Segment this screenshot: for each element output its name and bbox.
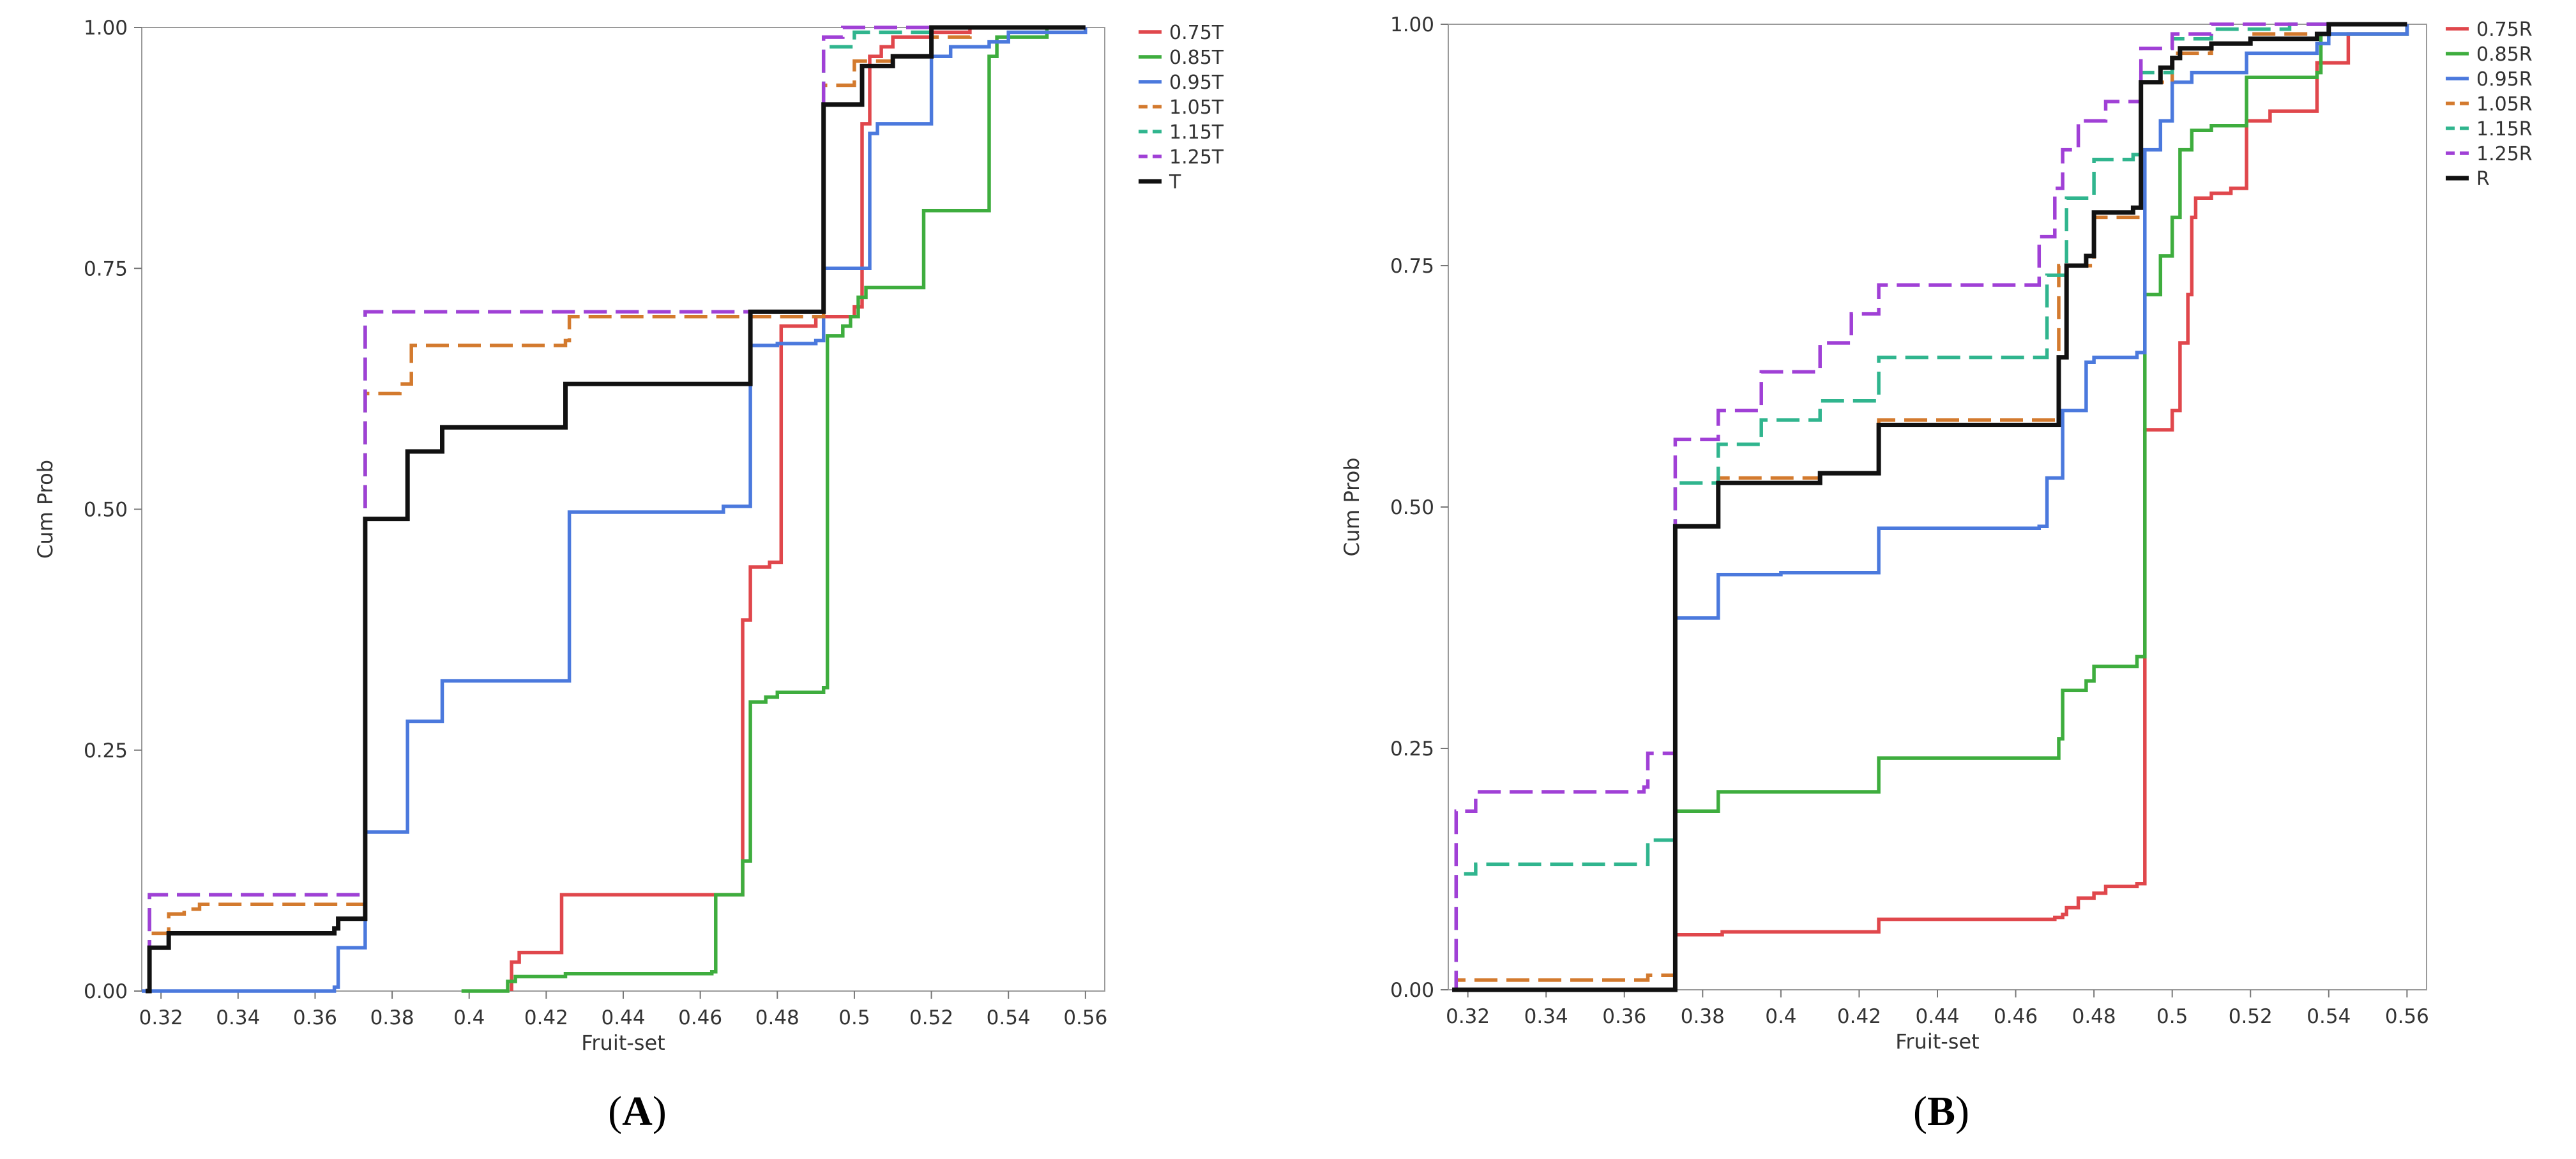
legend-label: 0.95R [2476,68,2533,91]
x-tick-label: 0.54 [987,1006,1031,1029]
y-tick-label: 0.00 [84,980,128,1003]
x-tick-label: 0.38 [370,1006,414,1029]
x-tick-label: 0.4 [1765,1005,1796,1028]
chart-panel-a: 0.32 0.34 0.36 0.38 0.4 0.42 0.44 0.46 0.48 0.5 0.… [33,17,1224,1135]
x-tick-label: 0.42 [1837,1005,1881,1028]
series-line-0-85r [1671,24,2409,992]
x-axis-title: Fruit-set [581,1031,665,1055]
x-tick-label: 0.56 [1063,1006,1107,1029]
panel-label-close: ) [1955,1088,1969,1135]
x-tick-label: 0.34 [216,1006,260,1029]
legend-label: 0.85T [1169,47,1224,69]
legend-label: 1.25R [2476,143,2533,165]
y-tick-label: 0.25 [84,739,128,762]
x-axis-title: Fruit-set [1895,1029,1979,1054]
series-line-1-05r [1452,22,2407,992]
series-line-1-15r [1452,22,2407,992]
legend-label: 0.75R [2476,19,2533,41]
legend-label: 0.95T [1169,72,1224,94]
panel-label-close: ) [653,1088,667,1135]
legend-label: 1.25T [1169,146,1224,169]
x-tick-label: 0.46 [1994,1005,2038,1028]
x-tick-label: 0.5 [838,1006,870,1029]
panel-label: (B) [1913,1088,1969,1135]
legend-label: 1.15R [2476,118,2533,140]
series-group [1452,22,2409,992]
x-tick-label: 0.48 [755,1006,799,1029]
panel-label-letter: A [622,1088,653,1135]
chart-panel-b: 0.32 0.34 0.36 0.38 0.4 0.42 0.44 0.46 0.48 0.5 0.… [1340,13,2533,1135]
legend-label: 1.05T [1169,96,1224,119]
y-tick-label: 0.00 [1390,979,1434,1002]
x-tick-label: 0.36 [1602,1005,1646,1028]
y-tick-label: 0.50 [84,499,128,522]
x-tick-label: 0.36 [293,1006,337,1029]
panel-label-open: ( [608,1088,622,1135]
x-tick-label: 0.34 [1524,1005,1568,1028]
panel-label: (A) [608,1088,667,1135]
x-tick-label: 0.5 [2156,1005,2188,1028]
y-axis-title: Cum Prob [33,460,57,559]
series-line-1-25r [1452,22,2407,992]
x-tick-label: 0.32 [139,1006,183,1029]
x-tick-label: 0.38 [1681,1005,1725,1028]
x-tick-label: 0.32 [1446,1005,1490,1028]
series-line-0-85t [461,26,1086,993]
legend-label: 1.05R [2476,93,2533,116]
x-tick-label: 0.52 [909,1006,953,1029]
x-tick-label: 0.56 [2385,1005,2429,1028]
x-tick-label: 0.52 [2229,1005,2273,1028]
series-line-0-95r [1671,24,2409,992]
x-tick-label: 0.54 [2307,1005,2351,1028]
series-line-t [146,25,1086,994]
y-tick-label: 0.75 [84,257,128,280]
x-tick-label: 0.42 [524,1006,568,1029]
legend-label: 0.85R [2476,43,2533,66]
y-tick-label: 0.75 [1390,255,1434,278]
x-tick-label: 0.44 [1915,1005,1959,1028]
series-line-1-25t [146,26,1086,993]
plot-frame [1448,24,2427,990]
series-line-0-75r [1671,24,2409,992]
panel-label-letter: B [1927,1088,1955,1135]
series-line-0-75t [510,26,1086,991]
x-tick-label: 0.4 [453,1006,485,1029]
legend-label: T [1169,171,1181,193]
series-line-0-95t [142,27,1087,993]
x-tick-label: 0.46 [678,1006,722,1029]
series-line-1-15t [146,26,1086,993]
y-tick-label: 0.25 [1390,738,1434,761]
series-line-r [1452,22,2407,992]
x-tick-label: 0.48 [2072,1005,2116,1028]
panel-label-open: ( [1913,1088,1927,1135]
y-tick-label: 1.00 [1390,13,1434,36]
y-tick-label: 0.50 [1390,496,1434,519]
y-axis-title: Cum Prob [1340,457,1364,556]
legend-label: R [2476,168,2490,190]
legend-label: 1.15T [1169,121,1224,144]
y-tick-label: 1.00 [84,17,128,40]
series-line-1-05t [146,26,1086,993]
legend-label: 0.75T [1169,22,1224,44]
plot-frame [141,27,1105,992]
x-tick-label: 0.44 [601,1006,645,1029]
series-group [142,25,1087,994]
